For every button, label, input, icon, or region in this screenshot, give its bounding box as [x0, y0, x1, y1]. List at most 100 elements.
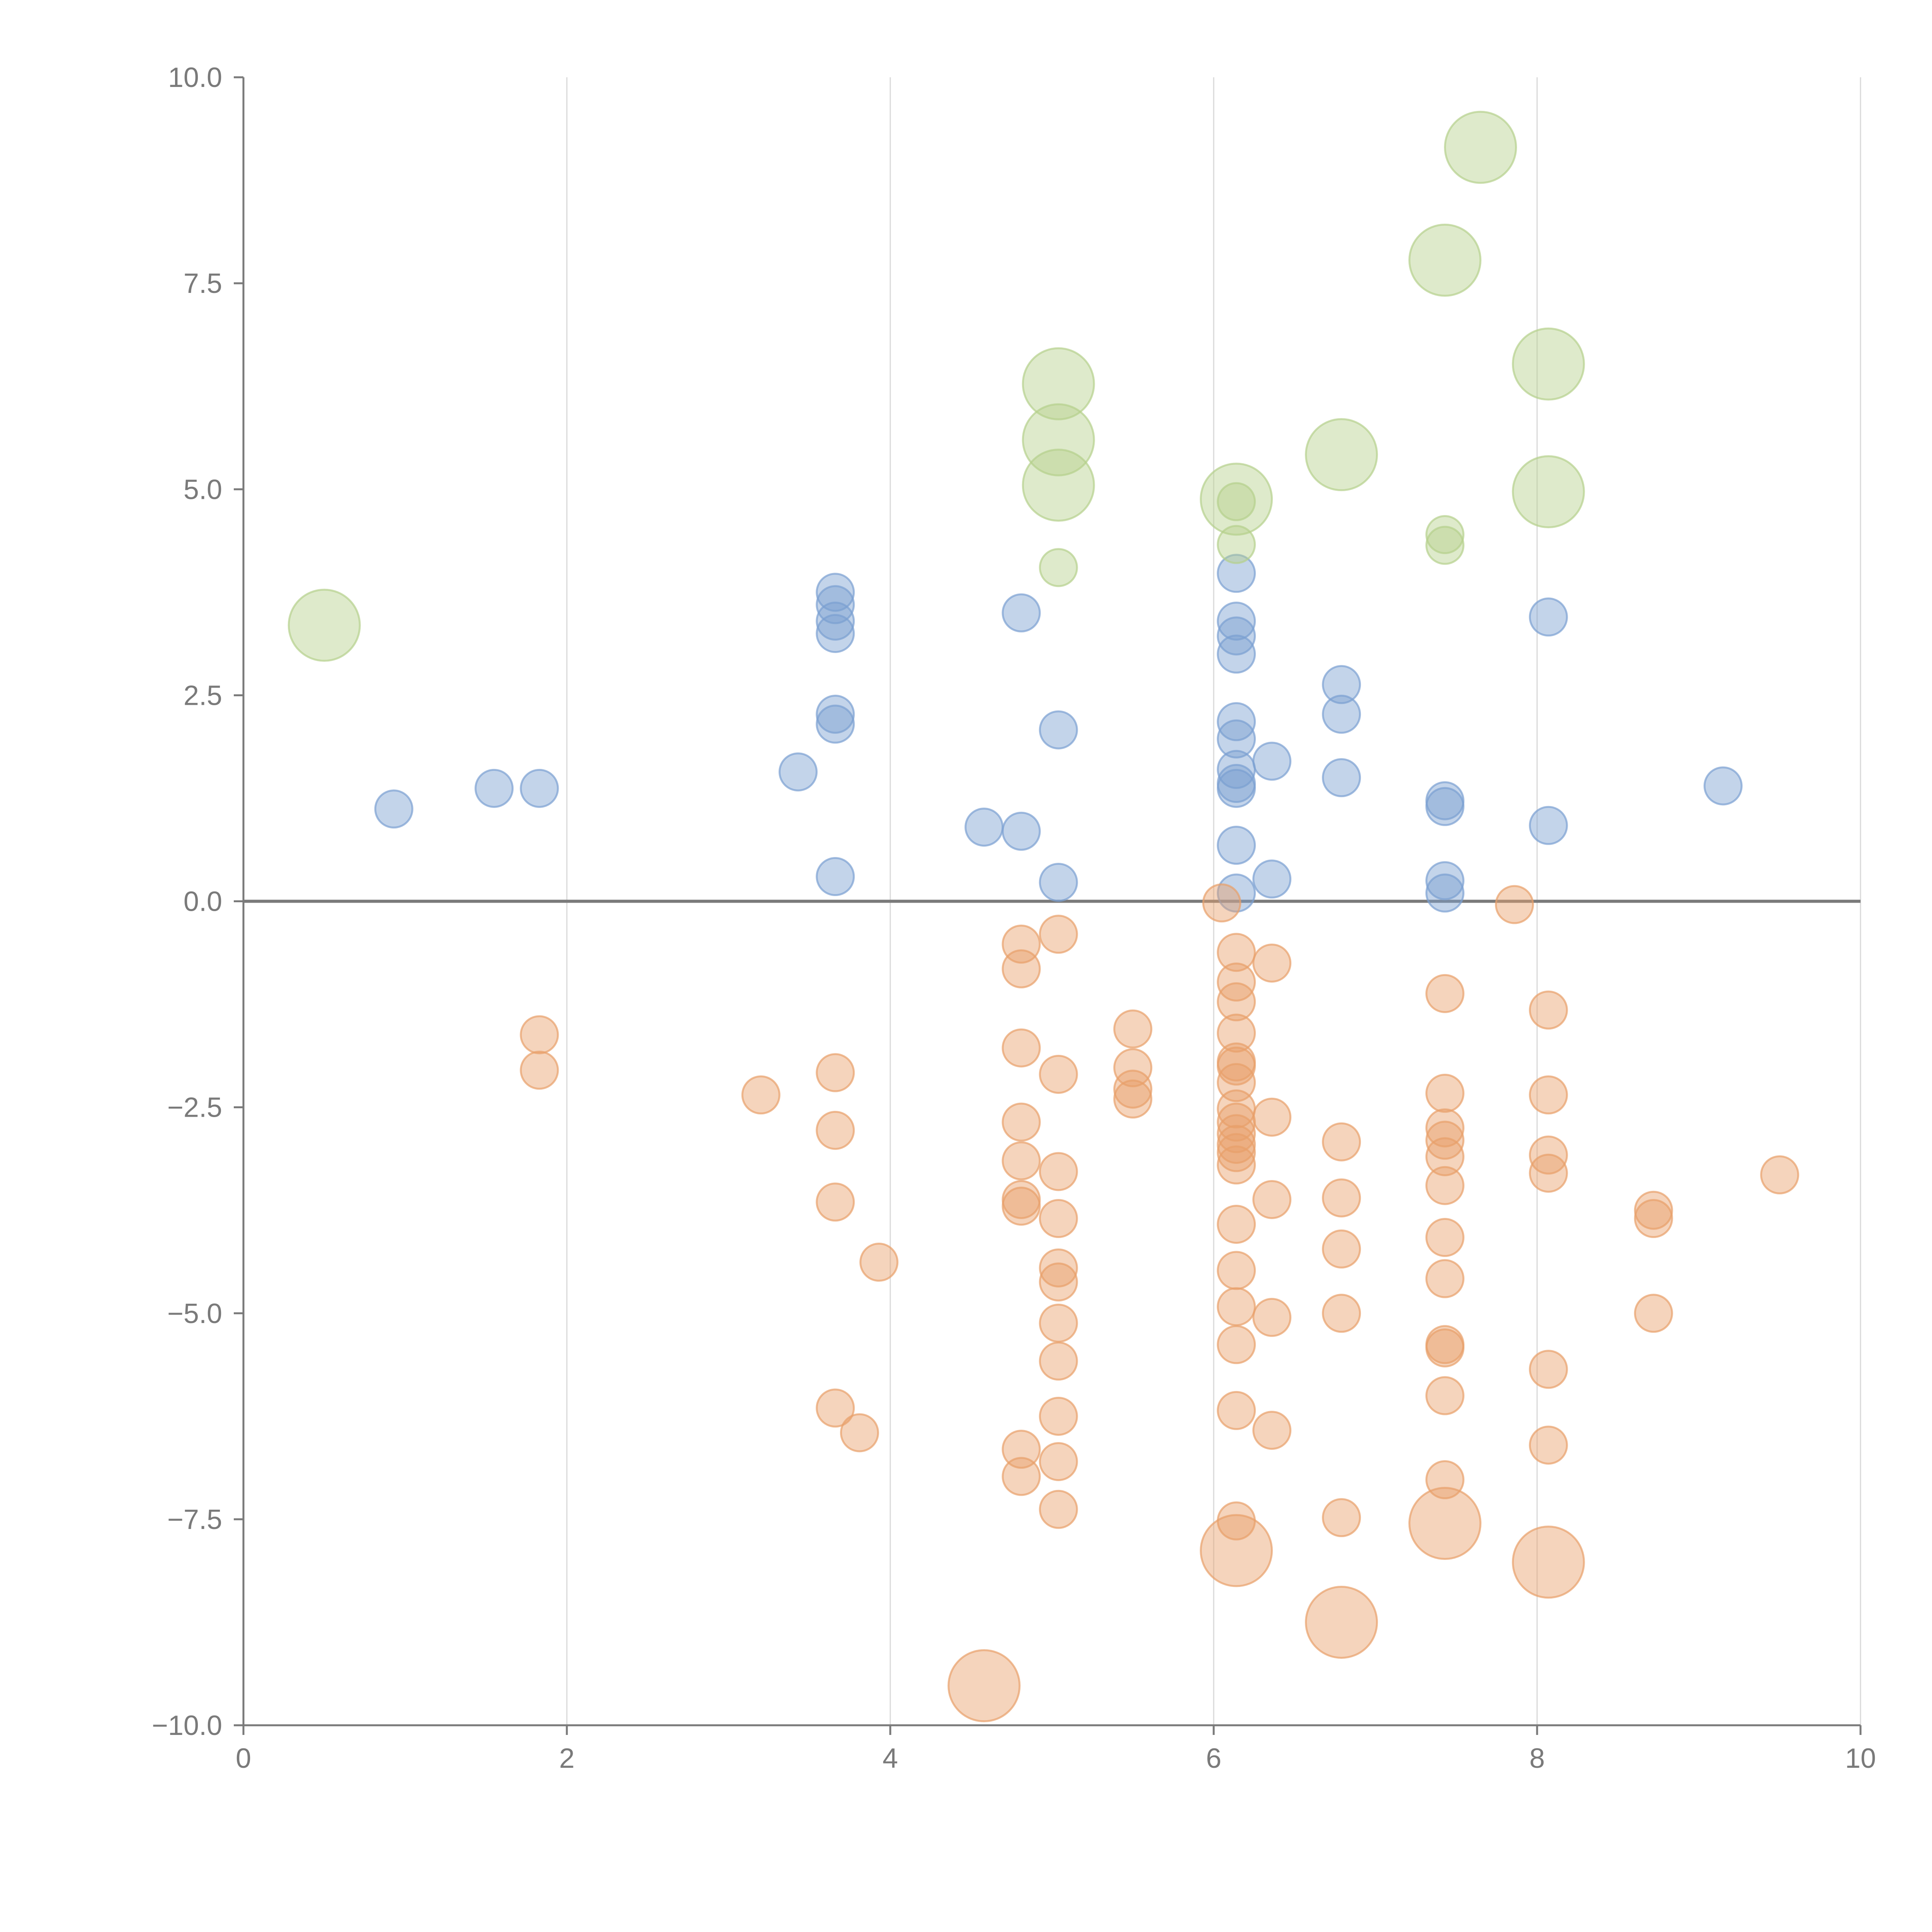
data-point-negative: [1039, 1341, 1078, 1381]
data-point-outlier: [1425, 526, 1464, 565]
data-point-negative: [1252, 1180, 1292, 1219]
data-point-negative: [1039, 915, 1078, 954]
data-point-negative: [1425, 1073, 1464, 1113]
y-tick-label: −7.5: [167, 1504, 222, 1535]
data-point-outlier: [1425, 515, 1464, 554]
data-point-negative: [1002, 1102, 1041, 1142]
data-point-negative: [1217, 1014, 1256, 1053]
x-tick-label: 0: [236, 1743, 251, 1774]
data-point-positive: [1217, 702, 1256, 742]
data-point-positive: [374, 789, 413, 829]
data-point-negative: [1425, 974, 1464, 1013]
data-point-negative: [1113, 1048, 1153, 1087]
data-point-negative: [1305, 1585, 1378, 1659]
data-point-positive: [474, 769, 514, 808]
data-point-negative: [1425, 1376, 1464, 1415]
data-point-negative: [1002, 949, 1041, 988]
data-point-positive: [1425, 861, 1464, 900]
data-point-outlier: [1022, 449, 1095, 522]
data-point-outlier: [1444, 111, 1517, 184]
data-point-positive: [1217, 601, 1256, 641]
data-point-negative: [1529, 1075, 1568, 1115]
data-point-negative: [1039, 1248, 1078, 1287]
data-point-negative: [947, 1649, 1021, 1723]
data-point-outlier: [1408, 223, 1481, 297]
y-tick-label: 7.5: [184, 268, 222, 299]
data-point-negative: [1529, 990, 1568, 1030]
data-point-negative: [1217, 982, 1256, 1022]
data-point-outlier: [1022, 403, 1095, 476]
y-tick-label: 10.0: [168, 62, 222, 93]
data-point-negative: [1425, 1108, 1464, 1148]
data-point-negative: [1217, 1251, 1256, 1290]
data-point-positive: [1322, 665, 1361, 704]
data-point-positive: [1217, 825, 1256, 865]
data-point-positive: [1217, 769, 1256, 808]
data-point-negative: [1425, 1218, 1464, 1257]
data-point-negative: [1512, 1526, 1585, 1599]
data-point-positive: [1217, 873, 1256, 913]
data-point-negative: [1217, 1125, 1256, 1164]
data-point-negative: [1200, 1514, 1273, 1587]
data-point-positive: [964, 808, 1004, 847]
data-point-negative: [1322, 1294, 1361, 1333]
data-point-outlier: [1217, 525, 1256, 564]
data-point-negative: [1425, 1137, 1464, 1177]
data-point-negative: [816, 1388, 855, 1428]
data-point-positive: [1002, 811, 1041, 851]
data-point-negative: [1529, 1425, 1568, 1465]
data-point-negative: [520, 1051, 559, 1090]
data-point-negative: [1002, 1028, 1041, 1068]
data-point-negative: [1039, 1303, 1078, 1343]
data-point-outlier: [1217, 482, 1256, 521]
data-point-positive: [1039, 710, 1078, 750]
x-tick-label: 10: [1845, 1743, 1876, 1774]
data-point-negative: [741, 1075, 781, 1115]
data-point-negative: [1039, 1152, 1078, 1191]
data-point-outlier: [1039, 548, 1078, 587]
data-point-negative: [1217, 933, 1256, 972]
data-point-positive: [1322, 694, 1361, 734]
x-tick-label: 6: [1206, 1743, 1221, 1774]
data-point-negative: [859, 1243, 899, 1282]
x-tick-label: 4: [883, 1743, 898, 1774]
data-point-negative: [1217, 1145, 1256, 1185]
data-point-negative: [840, 1413, 879, 1452]
data-point-positive: [816, 573, 855, 612]
data-point-positive: [1703, 766, 1743, 806]
data-point-negative: [1002, 1141, 1041, 1180]
data-point-negative: [1495, 885, 1534, 924]
y-tick-label: −10.0: [152, 1710, 222, 1741]
data-point-negative: [1252, 1097, 1292, 1137]
data-point-negative: [816, 1111, 855, 1150]
data-point-positive: [1529, 597, 1568, 637]
data-point-negative: [1252, 1298, 1292, 1337]
data-point-positive: [1217, 634, 1256, 674]
data-point-negative: [1425, 1121, 1464, 1160]
data-point-negative: [1760, 1155, 1799, 1194]
y-tick-label: −2.5: [167, 1092, 222, 1123]
data-point-negative: [1252, 1411, 1292, 1450]
data-point-negative: [1217, 1325, 1256, 1364]
data-point-positive: [816, 857, 855, 896]
data-point-outlier: [287, 588, 361, 662]
data-point-positive: [1425, 787, 1464, 826]
data-point-positive: [778, 752, 818, 792]
data-point-negative: [1634, 1294, 1673, 1333]
data-point-negative: [1217, 1046, 1256, 1086]
data-point-negative: [1529, 1153, 1568, 1193]
data-point-positive: [816, 585, 855, 624]
data-point-negative: [1217, 1133, 1256, 1172]
data-point-negative: [1002, 1430, 1041, 1469]
y-tick-label: 2.5: [184, 680, 222, 711]
data-point-negative: [1113, 1009, 1153, 1049]
data-point-negative: [816, 1053, 855, 1092]
data-point-negative: [1322, 1122, 1361, 1162]
data-point-negative: [1039, 1199, 1078, 1238]
data-point-outlier: [1022, 347, 1095, 420]
data-point-positive: [1252, 742, 1292, 781]
data-point-outlier: [1512, 455, 1585, 529]
y-tick-label: −5.0: [167, 1298, 222, 1329]
